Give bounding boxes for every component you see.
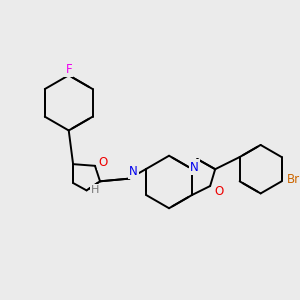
Text: H: H <box>91 185 99 195</box>
Text: N: N <box>190 161 199 174</box>
Text: O: O <box>214 184 224 198</box>
Text: F: F <box>65 63 72 76</box>
Text: Br: Br <box>287 173 300 186</box>
Text: N: N <box>129 165 138 178</box>
Text: O: O <box>98 156 108 169</box>
